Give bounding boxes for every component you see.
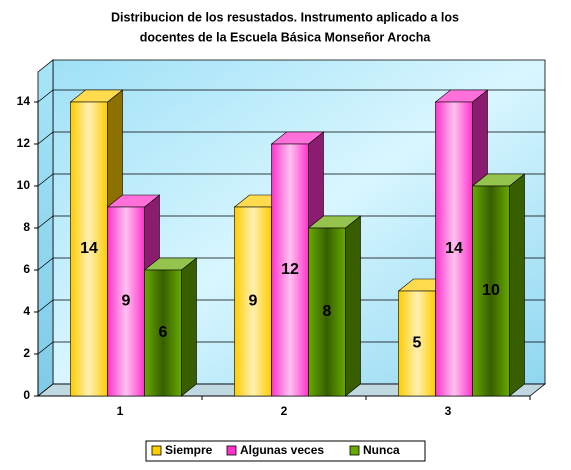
grid-line bbox=[37, 341, 54, 355]
bar bbox=[398, 290, 436, 397]
data-label: 6 bbox=[159, 324, 168, 341]
data-label: 10 bbox=[482, 282, 500, 299]
legend-swatch bbox=[151, 445, 162, 456]
bar bbox=[435, 101, 473, 397]
y-tick-label: 6 bbox=[23, 262, 30, 276]
data-label: 9 bbox=[122, 293, 131, 310]
chart-title: docentes de la Escuela Básica Monseñor A… bbox=[140, 30, 432, 44]
bar-side bbox=[509, 173, 525, 397]
legend-label: Siempre bbox=[165, 443, 213, 457]
y-tick-label: 12 bbox=[17, 136, 31, 150]
y-tick-label: 14 bbox=[17, 94, 31, 108]
grid-line bbox=[37, 173, 54, 187]
side-wall bbox=[37, 59, 54, 397]
bar bbox=[70, 101, 108, 397]
bar bbox=[107, 206, 145, 397]
x-tick-label: 2 bbox=[281, 404, 288, 418]
data-label: 14 bbox=[80, 240, 98, 257]
bar bbox=[234, 206, 272, 397]
data-label: 5 bbox=[413, 335, 422, 352]
y-tick-label: 0 bbox=[23, 388, 30, 402]
bar bbox=[472, 185, 510, 397]
y-tick-label: 4 bbox=[23, 304, 30, 318]
grid-line bbox=[37, 89, 54, 103]
bar-side bbox=[345, 215, 361, 397]
bar bbox=[271, 143, 309, 397]
x-tick-label: 1 bbox=[117, 404, 124, 418]
y-tick-label: 10 bbox=[17, 178, 31, 192]
x-tick-label: 3 bbox=[445, 404, 452, 418]
chart-title: Distribucion de los resustados. Instrume… bbox=[111, 10, 459, 24]
y-tick-label: 8 bbox=[23, 220, 30, 234]
bar bbox=[144, 269, 182, 397]
data-label: 9 bbox=[249, 293, 258, 310]
data-label: 12 bbox=[281, 261, 299, 278]
bar bbox=[308, 227, 346, 397]
grid-line bbox=[37, 215, 54, 229]
legend-label: Algunas veces bbox=[240, 443, 324, 457]
bar-side bbox=[181, 257, 197, 397]
grid-line bbox=[37, 131, 54, 145]
data-label: 8 bbox=[323, 303, 332, 320]
grid-line bbox=[37, 299, 54, 313]
y-tick-label: 2 bbox=[23, 346, 30, 360]
data-label: 14 bbox=[445, 240, 463, 257]
grid-line bbox=[37, 383, 54, 397]
grid-line bbox=[37, 257, 54, 271]
legend-swatch bbox=[349, 445, 360, 456]
legend-label: Nunca bbox=[363, 443, 400, 457]
legend-swatch bbox=[226, 445, 237, 456]
